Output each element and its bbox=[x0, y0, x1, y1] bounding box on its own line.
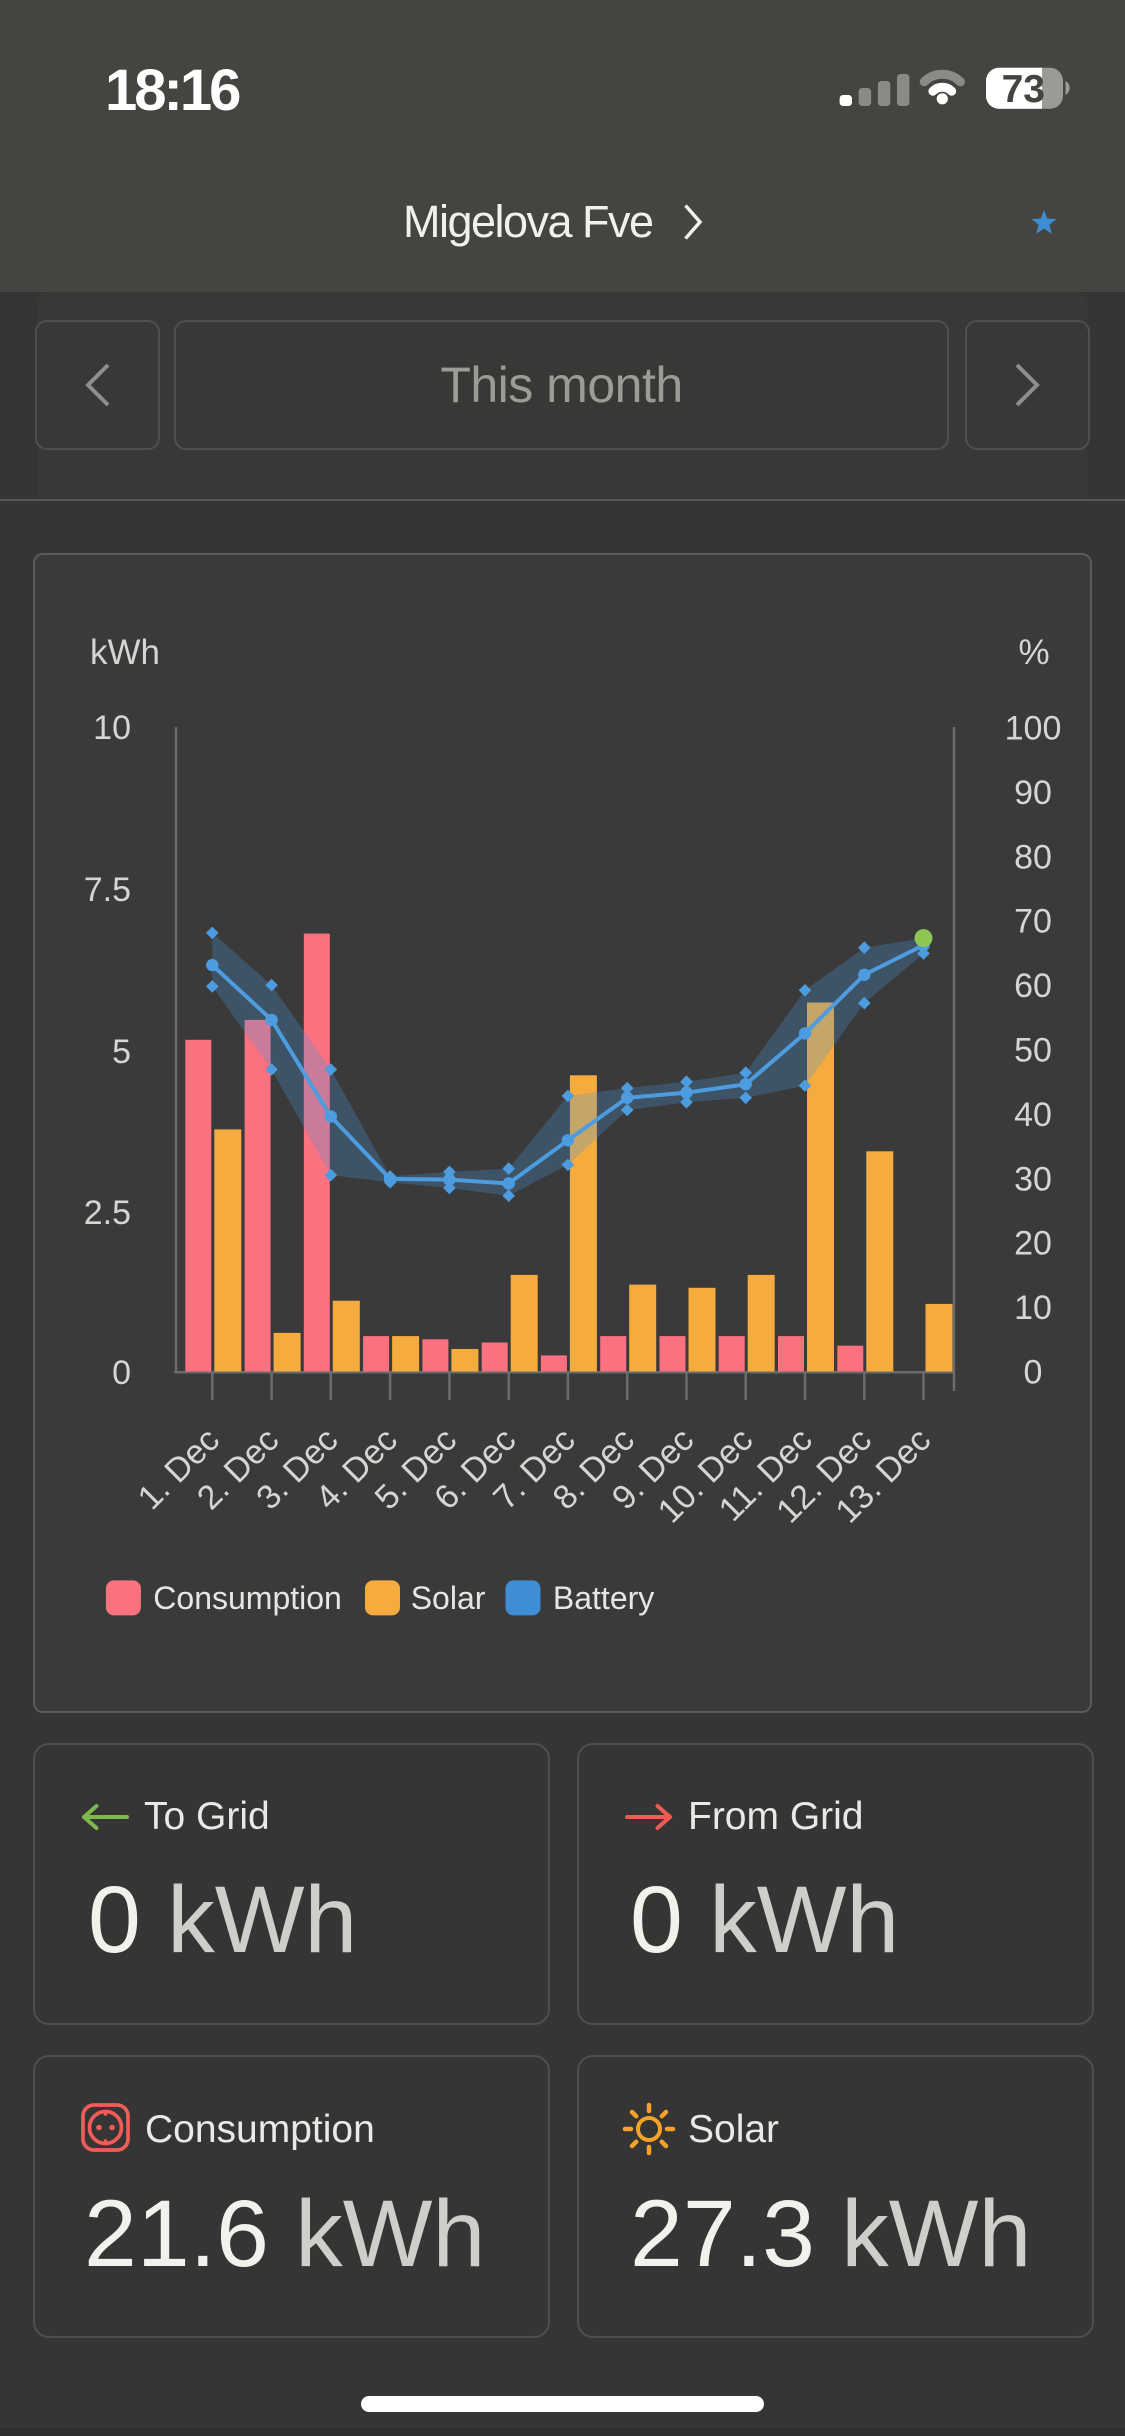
svg-text:30: 30 bbox=[1014, 1160, 1052, 1198]
svg-text:Solar: Solar bbox=[411, 1580, 486, 1616]
svg-text:20: 20 bbox=[1014, 1225, 1052, 1263]
svg-text:70: 70 bbox=[1014, 903, 1052, 941]
svg-text:40: 40 bbox=[1014, 1096, 1052, 1134]
svg-text:100: 100 bbox=[1005, 710, 1062, 748]
svg-text:60: 60 bbox=[1014, 967, 1052, 1005]
svg-text:%: % bbox=[1018, 633, 1049, 672]
svg-text:10: 10 bbox=[93, 709, 131, 747]
svg-text:kWh: kWh bbox=[90, 633, 160, 672]
svg-text:80: 80 bbox=[1014, 838, 1052, 876]
svg-text:10: 10 bbox=[1014, 1289, 1052, 1327]
svg-text:90: 90 bbox=[1014, 774, 1052, 812]
svg-text:50: 50 bbox=[1014, 1032, 1052, 1070]
svg-text:Battery: Battery bbox=[553, 1580, 654, 1616]
svg-text:0: 0 bbox=[1024, 1354, 1043, 1392]
svg-text:7.5: 7.5 bbox=[84, 871, 131, 909]
svg-text:73: 73 bbox=[1002, 68, 1045, 111]
svg-text:Consumption: Consumption bbox=[153, 1580, 342, 1616]
svg-text:5: 5 bbox=[112, 1033, 131, 1071]
svg-text:0: 0 bbox=[112, 1354, 131, 1392]
svg-text:2.5: 2.5 bbox=[84, 1194, 131, 1232]
